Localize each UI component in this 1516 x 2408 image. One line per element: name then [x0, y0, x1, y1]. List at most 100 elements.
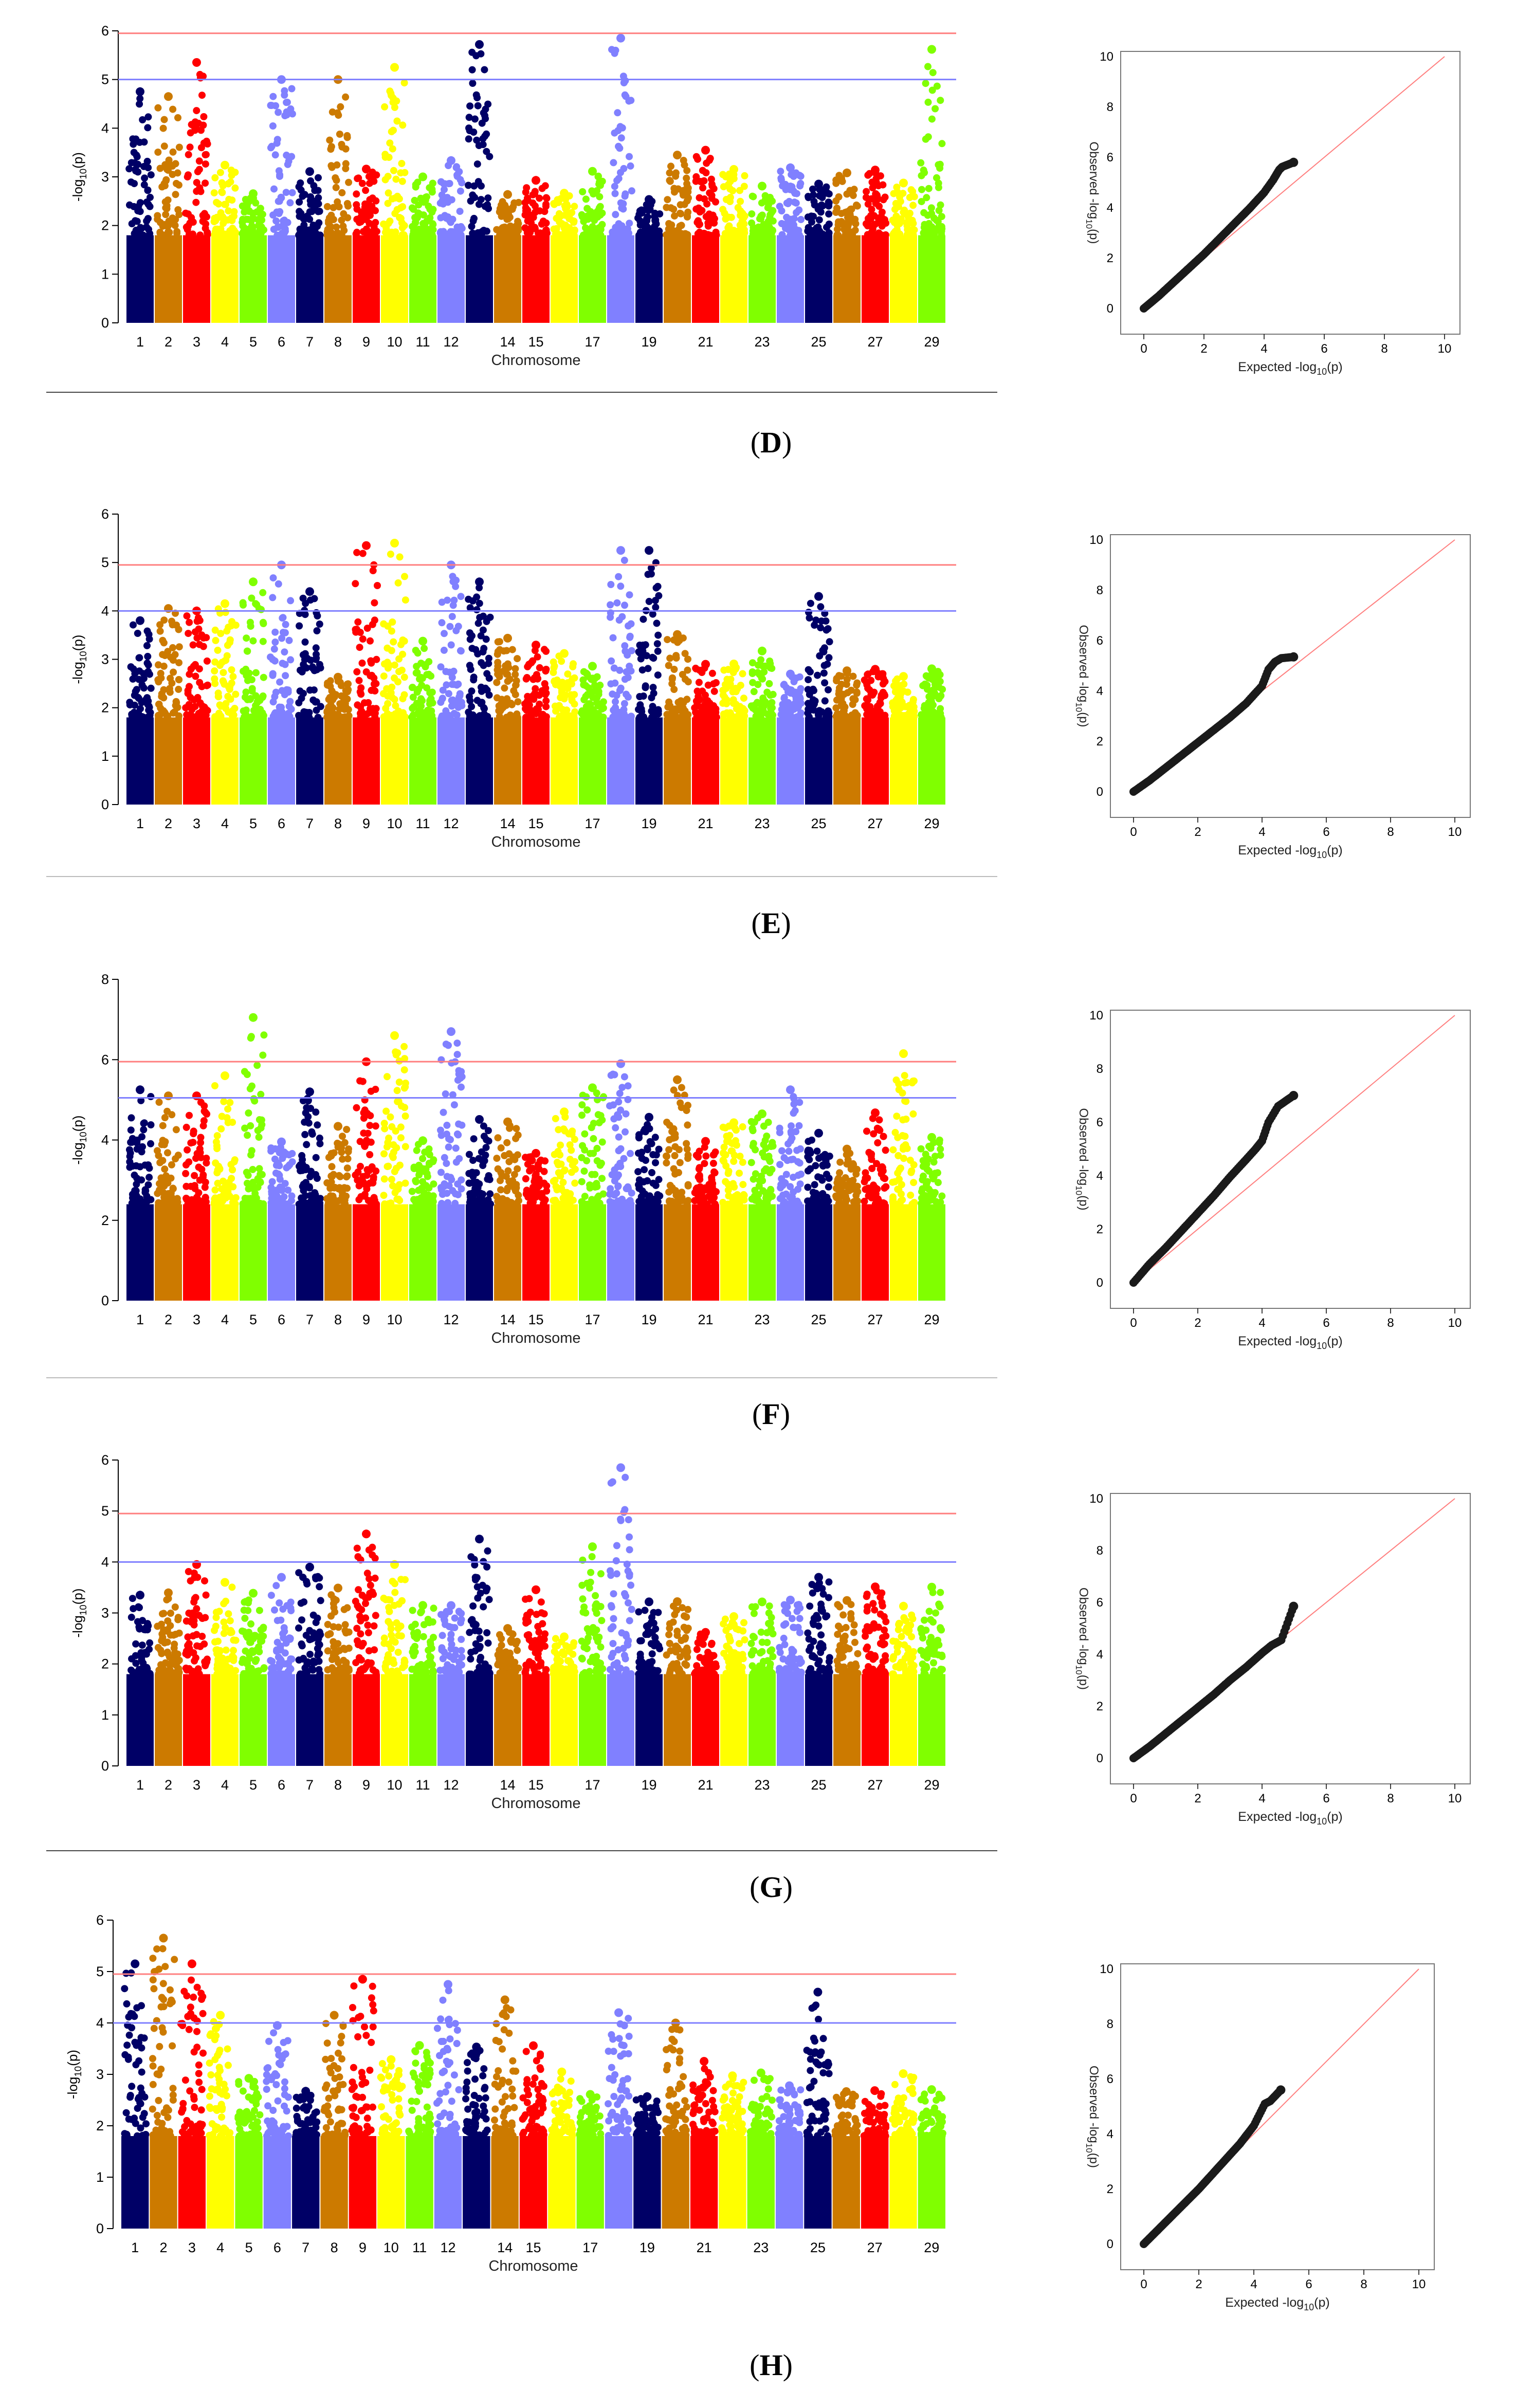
snp-point	[750, 688, 758, 696]
snp-point	[309, 696, 317, 704]
snp-point	[472, 1169, 480, 1177]
snp-point	[239, 217, 247, 225]
snp-point	[864, 200, 872, 208]
snp-point	[372, 680, 380, 687]
chromosome-7-points	[295, 1087, 324, 1301]
top-snp-point	[136, 87, 144, 96]
snp-point	[833, 696, 841, 704]
chromosome-20-points	[663, 1075, 692, 1301]
snp-point	[147, 684, 155, 692]
snp-point	[336, 700, 344, 707]
snp-point	[521, 224, 529, 232]
chromosome-band	[211, 717, 239, 805]
snp-point	[232, 690, 240, 698]
snp-point	[134, 694, 142, 701]
snp-point	[191, 1172, 198, 1179]
snp-point	[493, 1155, 501, 1162]
snp-point	[380, 1192, 388, 1199]
snp-point	[667, 231, 674, 239]
snp-point	[542, 200, 550, 208]
snp-point	[532, 202, 539, 210]
chromosome-band	[126, 235, 154, 323]
snp-point	[611, 183, 618, 190]
snp-point	[454, 1077, 462, 1084]
snp-point	[607, 601, 614, 609]
snp-point	[241, 205, 249, 213]
y-tick-label: 4	[101, 603, 109, 618]
snp-point	[639, 642, 647, 649]
snp-point	[192, 672, 199, 680]
snp-point	[248, 1082, 255, 1090]
snp-point	[362, 187, 370, 194]
snp-point	[443, 681, 450, 689]
snp-point	[805, 609, 812, 616]
chromosome-2-points	[154, 92, 183, 323]
snp-point	[497, 1144, 505, 1152]
snp-point	[473, 697, 481, 704]
snp-point	[598, 701, 606, 709]
top-snp-point	[843, 666, 851, 676]
snp-point	[203, 657, 211, 665]
snp-point	[229, 1119, 236, 1126]
snp-point	[825, 199, 833, 207]
snp-point	[832, 704, 840, 712]
snp-point	[252, 199, 260, 207]
snp-point	[471, 713, 479, 721]
snp-point	[636, 217, 644, 225]
snp-point	[408, 1188, 416, 1195]
x-tick-label: 5	[249, 1312, 257, 1327]
snp-point	[671, 212, 678, 220]
chromosome-band	[409, 235, 436, 323]
snp-point	[418, 682, 426, 689]
snp-point	[448, 613, 456, 621]
snp-point	[245, 226, 253, 234]
snp-point	[453, 1130, 461, 1138]
snp-point	[590, 1150, 597, 1157]
snp-point	[172, 1155, 179, 1163]
snp-point	[445, 1143, 452, 1151]
snp-point	[578, 1154, 586, 1161]
snp-point	[276, 208, 284, 215]
snp-point	[451, 1199, 459, 1207]
snp-point	[597, 231, 605, 239]
snp-point	[143, 627, 151, 635]
snp-point	[556, 1151, 564, 1159]
snp-point	[542, 194, 550, 202]
snp-point	[447, 641, 455, 649]
snp-point	[937, 201, 944, 209]
snp-point	[411, 230, 419, 238]
snp-point	[443, 1160, 450, 1167]
snp-point	[737, 226, 745, 233]
snp-point	[217, 225, 225, 233]
snp-point	[278, 634, 286, 642]
snp-point	[496, 713, 503, 720]
snp-point	[140, 138, 148, 146]
chromosome-band	[211, 235, 239, 323]
snp-point	[722, 1151, 729, 1159]
chromosome-band	[409, 1204, 436, 1301]
snp-point	[336, 231, 344, 239]
snp-point	[199, 643, 207, 650]
snp-point	[343, 134, 351, 141]
snp-point	[199, 1171, 207, 1179]
snp-point	[870, 212, 878, 220]
snp-point	[672, 169, 680, 177]
chromosome-band	[551, 235, 578, 323]
snp-point	[810, 213, 817, 220]
snp-point	[272, 217, 280, 225]
snp-point	[140, 1120, 148, 1127]
snp-point	[343, 1126, 351, 1133]
snp-point	[437, 1169, 445, 1176]
snp-point	[269, 574, 277, 582]
snp-point	[755, 223, 762, 231]
chromosome-band	[579, 235, 606, 323]
snp-point	[484, 713, 491, 720]
chromosome-18-points	[607, 546, 635, 805]
chromosome-16-points	[550, 649, 579, 805]
snp-point	[282, 672, 289, 680]
snp-point	[555, 1169, 562, 1177]
snp-point	[485, 674, 493, 682]
snp-point	[230, 227, 238, 234]
snp-point	[131, 159, 138, 167]
